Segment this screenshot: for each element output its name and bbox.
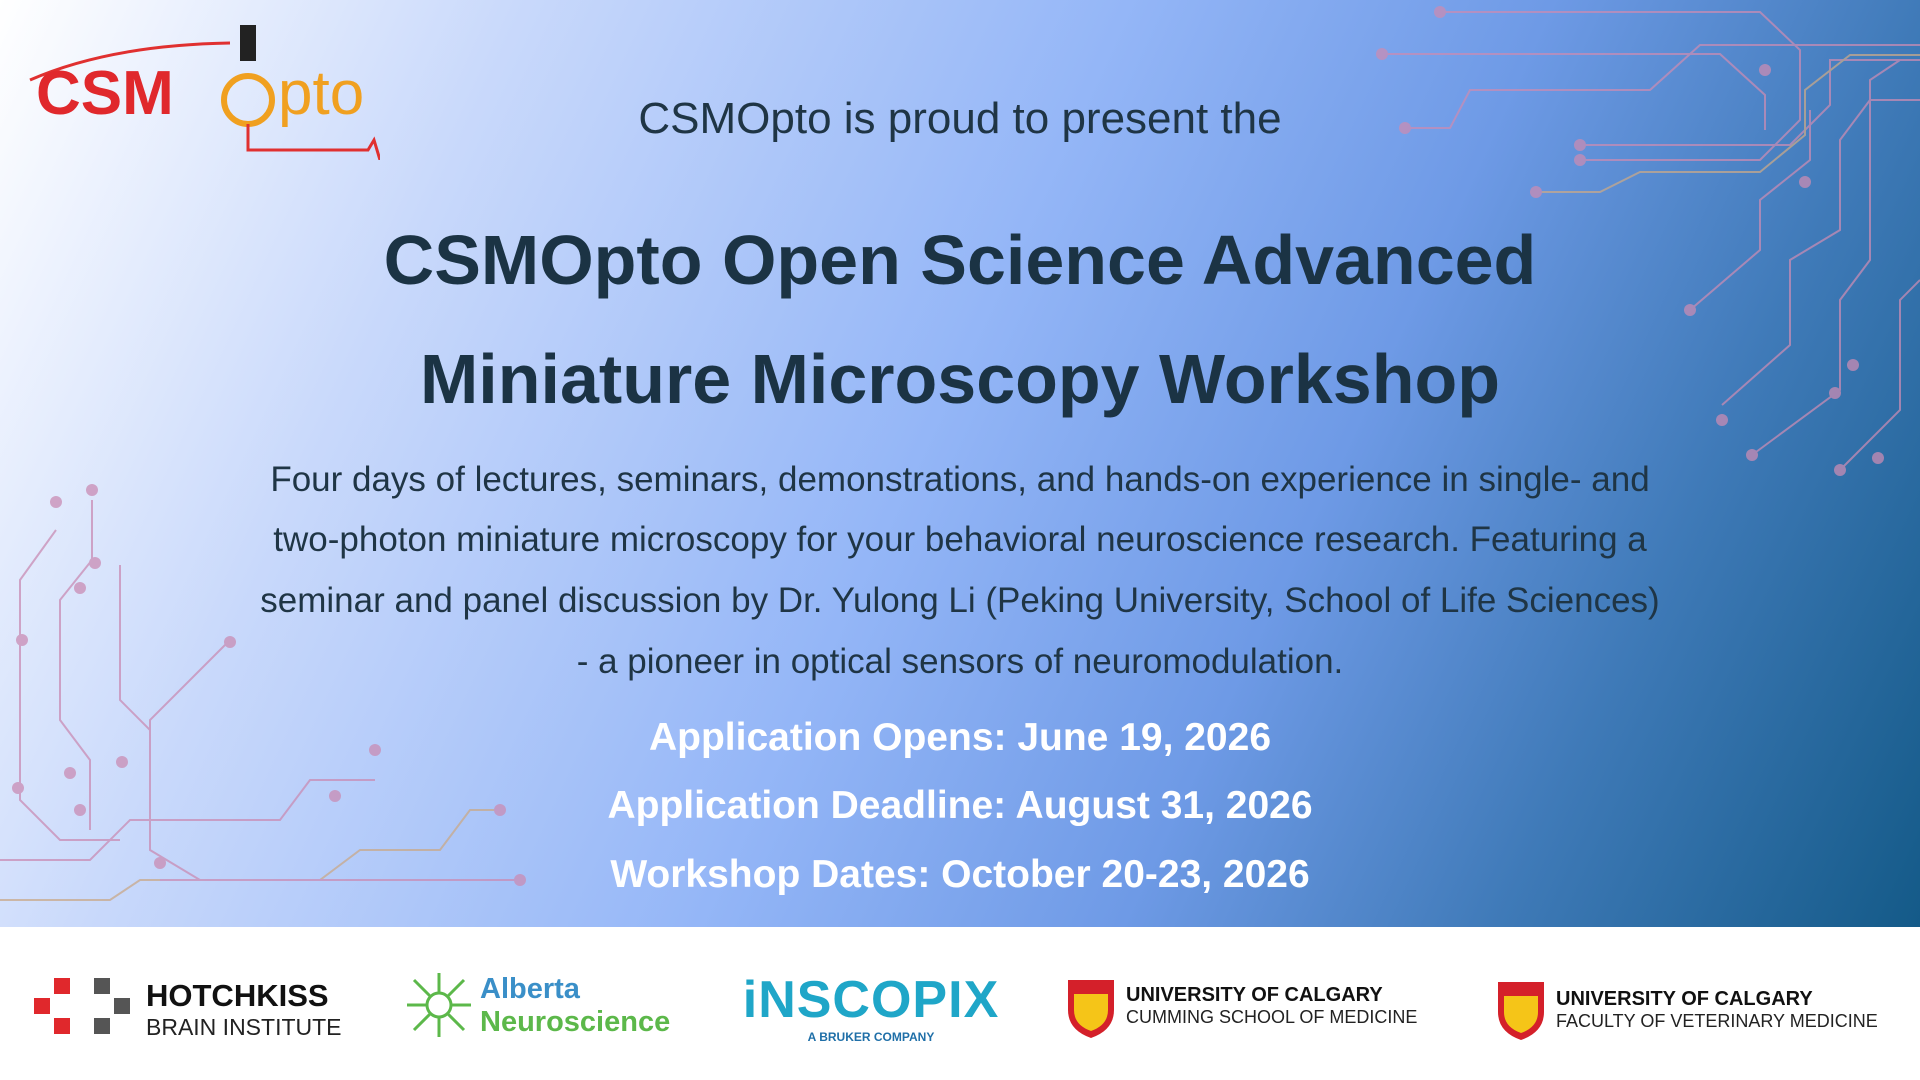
sponsor-sub: A BRUKER COMPANY xyxy=(807,1030,935,1044)
sponsor-name: UNIVERSITY OF CALGARY xyxy=(1126,984,1383,1006)
alberta-icon xyxy=(407,973,471,1037)
description-line: two-photon miniature microscopy for your… xyxy=(273,520,1647,559)
sponsor: UNIVERSITY OF CALGARY FACULTY OF VETERIN… xyxy=(1556,988,1878,1032)
date-line: Application Opens: June 19, 2026 xyxy=(648,716,1272,759)
hotchkiss-icon xyxy=(34,978,130,1034)
logo-right: pto xyxy=(278,59,365,128)
sponsor-sub: Neuroscience xyxy=(480,1006,671,1038)
sponsor: UNIVERSITY OF CALGARY CUMMING SCHOOL OF … xyxy=(1126,984,1417,1028)
sponsor-name: Alberta xyxy=(480,973,580,1005)
sponsor-sub: CUMMING SCHOOL OF MEDICINE xyxy=(1126,1007,1418,1027)
ucalgary-crest xyxy=(1498,982,1544,1040)
title-line: Miniature Microscopy Workshop xyxy=(420,340,1500,418)
date-line: Application Deadline: August 31, 2026 xyxy=(607,784,1313,827)
sponsor: HOTCHKISS BRAIN INSTITUTE xyxy=(146,978,342,1041)
sponsor-name: UNIVERSITY OF CALGARY xyxy=(1556,988,1813,1010)
circuit-decoration xyxy=(0,6,1920,901)
sponsor-name: HOTCHKISS xyxy=(146,978,329,1013)
logo-left: CSM xyxy=(36,59,174,128)
description-line: seminar and panel discussion by Dr. Yulo… xyxy=(260,581,1660,620)
sponsor: Alberta Neuroscience xyxy=(480,973,670,1039)
description-line: - a pioneer in optical sensors of neurom… xyxy=(576,642,1344,681)
description-line: Four days of lectures, seminars, demonst… xyxy=(270,460,1650,499)
date-line: Workshop Dates: October 20-23, 2026 xyxy=(610,853,1310,896)
logo-graphic xyxy=(29,25,380,160)
intro: CSMOpto is proud to present the xyxy=(638,94,1282,143)
sponsor-sub: FACULTY OF VETERINARY MEDICINE xyxy=(1556,1011,1878,1031)
sponsor-sub: BRAIN INSTITUTE xyxy=(146,1014,342,1040)
sponsor-name: iNSCOPIX xyxy=(742,971,1000,1029)
hero-background xyxy=(0,0,1920,927)
title-line: CSMOpto Open Science Advanced xyxy=(383,221,1537,299)
ucalgary-crest xyxy=(1068,980,1114,1038)
sponsor: iNSCOPIX A BRUKER COMPANY xyxy=(738,970,1004,1044)
